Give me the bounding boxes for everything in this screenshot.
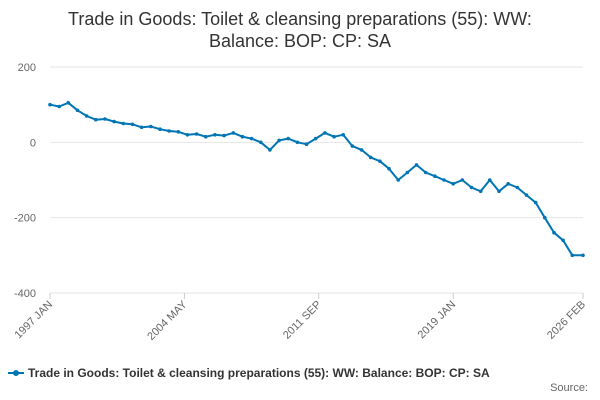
data-point[interactable] xyxy=(332,134,336,139)
data-point[interactable] xyxy=(240,134,245,139)
series-line xyxy=(49,101,583,257)
data-point[interactable] xyxy=(359,148,364,152)
data-point[interactable] xyxy=(515,185,520,190)
data-point[interactable] xyxy=(570,253,575,258)
chart-title-line-2: Balance: BOP: CP: SA xyxy=(208,31,392,51)
data-point[interactable] xyxy=(396,178,401,182)
data-point[interactable] xyxy=(139,125,144,130)
data-point[interactable] xyxy=(378,159,382,163)
data-point[interactable] xyxy=(48,102,52,107)
data-point[interactable] xyxy=(231,131,236,135)
data-point[interactable] xyxy=(350,144,355,148)
data-point[interactable] xyxy=(304,142,309,146)
data-point[interactable] xyxy=(66,101,71,105)
legend-label: Trade in Goods: Toilet & cleansing prepa… xyxy=(28,366,490,380)
source-label: Source: xyxy=(550,382,588,394)
data-point[interactable] xyxy=(497,189,501,194)
x-tick-label: 1997 JAN xyxy=(12,299,55,342)
data-point[interactable] xyxy=(84,114,89,118)
y-tick-label: 200 xyxy=(18,62,36,74)
data-point[interactable] xyxy=(167,129,171,133)
series-layer xyxy=(48,101,585,258)
y-tick-label: 0 xyxy=(30,137,36,149)
data-point[interactable] xyxy=(112,119,116,124)
x-tick-label: 2019 JAN xyxy=(416,299,459,342)
data-point[interactable] xyxy=(213,133,217,137)
data-point[interactable] xyxy=(295,140,300,145)
data-point[interactable] xyxy=(103,117,107,121)
legend[interactable]: Trade in Goods: Toilet & cleansing prepa… xyxy=(8,366,490,380)
data-point[interactable] xyxy=(469,185,474,190)
data-point[interactable] xyxy=(405,170,410,175)
legend-swatch xyxy=(8,368,24,378)
data-point[interactable] xyxy=(451,182,456,186)
data-point[interactable] xyxy=(268,148,272,152)
data-point[interactable] xyxy=(323,131,327,135)
data-point[interactable] xyxy=(423,170,428,175)
y-axis-ticks: 200 0 -200 -400 xyxy=(14,62,36,300)
data-point[interactable] xyxy=(130,122,135,127)
data-point[interactable] xyxy=(368,155,373,160)
data-point[interactable] xyxy=(194,132,199,136)
data-point[interactable] xyxy=(387,166,391,171)
data-point[interactable] xyxy=(433,174,437,178)
data-point[interactable] xyxy=(581,253,585,258)
data-point[interactable] xyxy=(341,133,346,137)
data-point[interactable] xyxy=(94,117,98,122)
data-point[interactable] xyxy=(259,140,263,145)
data-point[interactable] xyxy=(524,193,529,197)
data-point[interactable] xyxy=(176,130,181,134)
x-tick-label: 2026 FEB xyxy=(545,299,588,342)
data-point[interactable] xyxy=(442,178,446,182)
data-point[interactable] xyxy=(249,136,254,141)
data-point[interactable] xyxy=(149,124,153,129)
y-tick-label: -400 xyxy=(14,288,36,300)
y-tick-label: -200 xyxy=(14,213,36,225)
data-point[interactable] xyxy=(222,133,226,138)
data-point[interactable] xyxy=(277,138,281,143)
data-point[interactable] xyxy=(57,104,61,109)
data-point[interactable] xyxy=(552,230,556,235)
data-point[interactable] xyxy=(488,178,492,182)
data-point[interactable] xyxy=(506,182,511,186)
x-axis-ticks: 1997 JAN 2004 MAY 2011 SEP 2019 JAN 2026 FEB xyxy=(12,293,588,343)
data-point[interactable] xyxy=(414,163,419,167)
data-point[interactable] xyxy=(561,238,565,243)
data-point[interactable] xyxy=(460,178,465,182)
data-point[interactable] xyxy=(533,200,538,205)
data-point[interactable] xyxy=(286,136,291,141)
data-point[interactable] xyxy=(478,189,483,194)
data-point[interactable] xyxy=(543,215,547,220)
data-point[interactable] xyxy=(121,121,126,126)
x-tick-label: 2004 MAY xyxy=(145,298,190,343)
data-point[interactable] xyxy=(158,127,162,131)
x-tick-label: 2011 SEP xyxy=(281,299,324,342)
chart-title: Trade in Goods: Toilet & cleansing prepa… xyxy=(0,8,600,52)
chart-title-line-1: Trade in Goods: Toilet & cleansing prepa… xyxy=(68,9,532,29)
data-point[interactable] xyxy=(313,136,318,141)
data-point[interactable] xyxy=(75,108,80,113)
gridlines xyxy=(50,66,583,294)
data-point[interactable] xyxy=(204,134,208,139)
data-point[interactable] xyxy=(185,133,190,137)
